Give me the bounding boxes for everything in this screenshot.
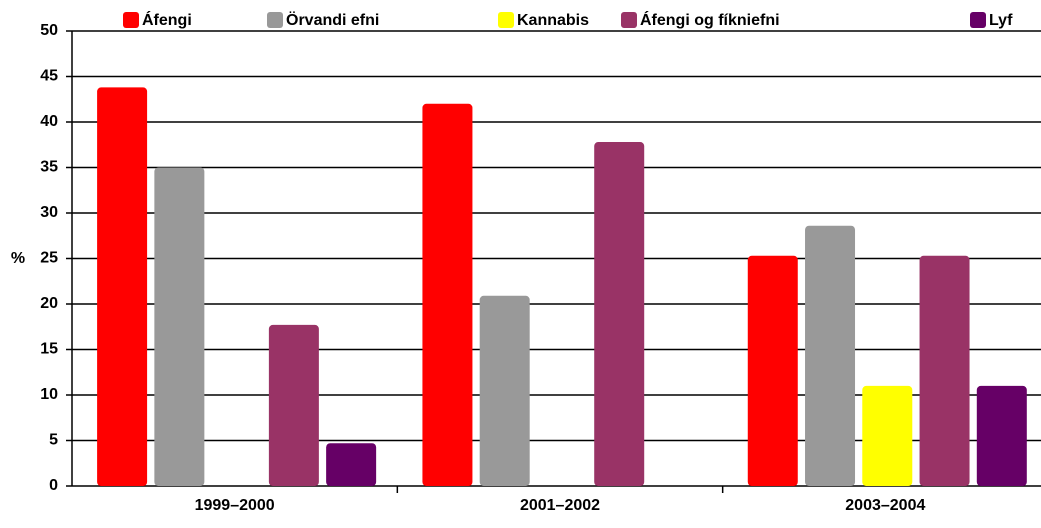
legend-swatch [621, 12, 637, 28]
y-tick-label: 35 [40, 159, 58, 176]
legend-label: Lyf [989, 12, 1013, 29]
bar [268, 324, 319, 486]
bar [805, 225, 856, 487]
bar [594, 142, 645, 486]
x-tick-label: 1999–2000 [195, 497, 275, 514]
bar [326, 443, 377, 486]
y-tick-label: 0 [49, 477, 58, 494]
legend-swatch [123, 12, 139, 28]
legend-swatch [267, 12, 283, 28]
legend-swatch [498, 12, 514, 28]
legend-label: Áfengi [142, 10, 192, 29]
legend-label: Áfengi og fíkniefni [640, 10, 780, 29]
legend-label: Örvandi efni [286, 10, 379, 29]
y-tick-label: 40 [40, 113, 58, 130]
y-tick-label: 15 [40, 341, 58, 358]
bar [154, 167, 205, 486]
bar [479, 295, 530, 486]
y-tick-label: 30 [40, 204, 58, 221]
y-tick-label: 10 [40, 386, 58, 403]
bar [747, 255, 798, 486]
y-tick-label: 45 [40, 68, 58, 85]
bar [862, 385, 913, 486]
bar [976, 385, 1027, 486]
y-axis-label: % [11, 250, 25, 267]
y-tick-label: 25 [40, 250, 58, 267]
legend-label: Kannabis [517, 12, 589, 29]
y-tick-label: 20 [40, 295, 58, 312]
legend-swatch [970, 12, 986, 28]
y-tick-label: 50 [40, 22, 58, 39]
y-tick-label: 5 [49, 432, 58, 449]
bar [97, 87, 148, 487]
bar [422, 103, 473, 487]
x-tick-label: 2003–2004 [845, 497, 925, 514]
x-tick-label: 2001–2002 [520, 497, 600, 514]
bar [919, 255, 970, 486]
